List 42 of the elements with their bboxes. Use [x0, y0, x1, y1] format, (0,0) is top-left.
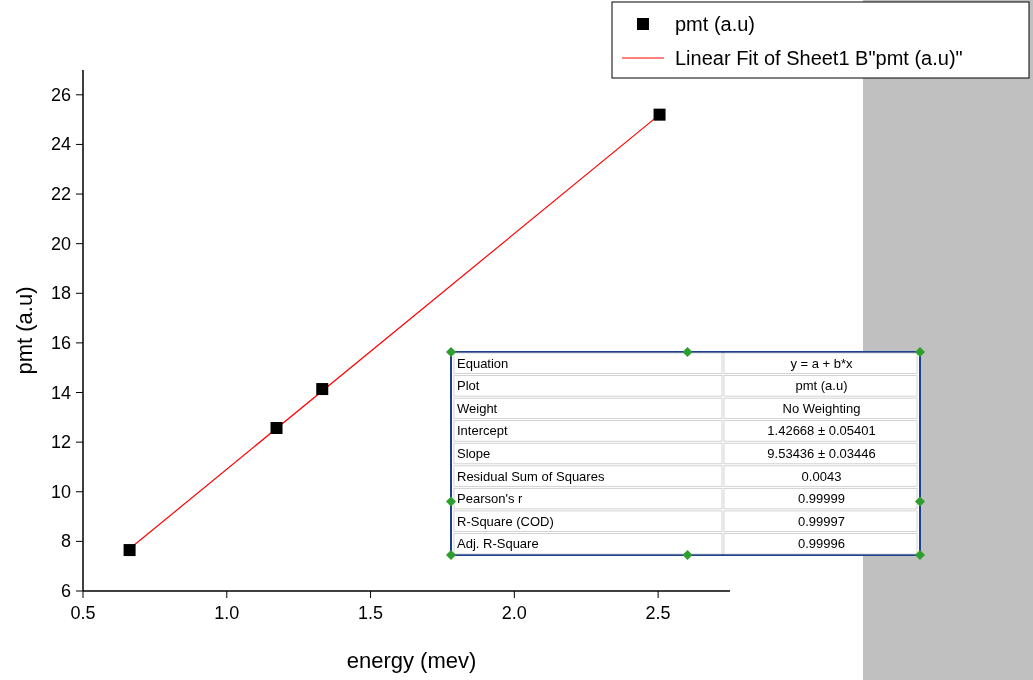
y-tick-label: 8: [60, 531, 71, 552]
y-tick-label: 20: [50, 233, 71, 254]
y-tick-label: 12: [50, 432, 71, 453]
text: 0.0043: [801, 468, 842, 484]
text: 0.99996: [798, 536, 845, 552]
x-tick-label: 0.5: [70, 603, 96, 623]
y-tick-label: 14: [50, 382, 71, 403]
annotation: Adj. R-Square: [457, 536, 539, 552]
point: [653, 108, 666, 121]
x-tick-label: 2.5: [645, 603, 671, 623]
annotation: R-Square (COD): [457, 513, 554, 529]
x-tick-label: 1.0: [214, 603, 240, 623]
text: 1.42668 ± 0.05401: [767, 423, 876, 439]
y-axis-title: pmt (a.u): [12, 286, 37, 375]
annotation: Plot: [457, 378, 480, 394]
x-tick-label: 2.0: [501, 603, 527, 623]
legend-label: pmt (a.u): [675, 13, 756, 35]
y-tick-label: 16: [50, 332, 71, 353]
annotation: Slope: [457, 446, 491, 462]
point: [270, 422, 283, 434]
text: y = a + b*x: [790, 355, 853, 371]
text: 0.99997: [798, 513, 845, 529]
text: 0.99999: [798, 491, 845, 507]
y-tick-label: 22: [50, 184, 71, 205]
point: [316, 383, 329, 396]
y-tick-label: 6: [60, 581, 71, 601]
x-axis-title: energy (mev): [346, 648, 477, 673]
text: 9.53436 ± 0.03446: [767, 446, 876, 462]
point: [123, 544, 136, 557]
y-tick-label: 24: [50, 134, 71, 155]
annotation: Pearson's r: [457, 491, 524, 507]
y-tick-label: 26: [50, 84, 71, 105]
text: pmt (a.u): [795, 378, 848, 394]
y-tick-label: 18: [50, 283, 71, 304]
legend-label: Linear Fit of Sheet1 B"pmt (a.u)": [675, 47, 963, 69]
annotation: Equation: [457, 355, 509, 371]
text: No Weighting: [782, 400, 861, 416]
annotation: Weight: [457, 400, 498, 416]
y-tick-label: 10: [50, 481, 71, 502]
annotation: Residual Sum of Squares: [457, 468, 605, 484]
x-tick-label: 1.5: [358, 603, 384, 623]
annotation: Intercept: [457, 423, 508, 439]
